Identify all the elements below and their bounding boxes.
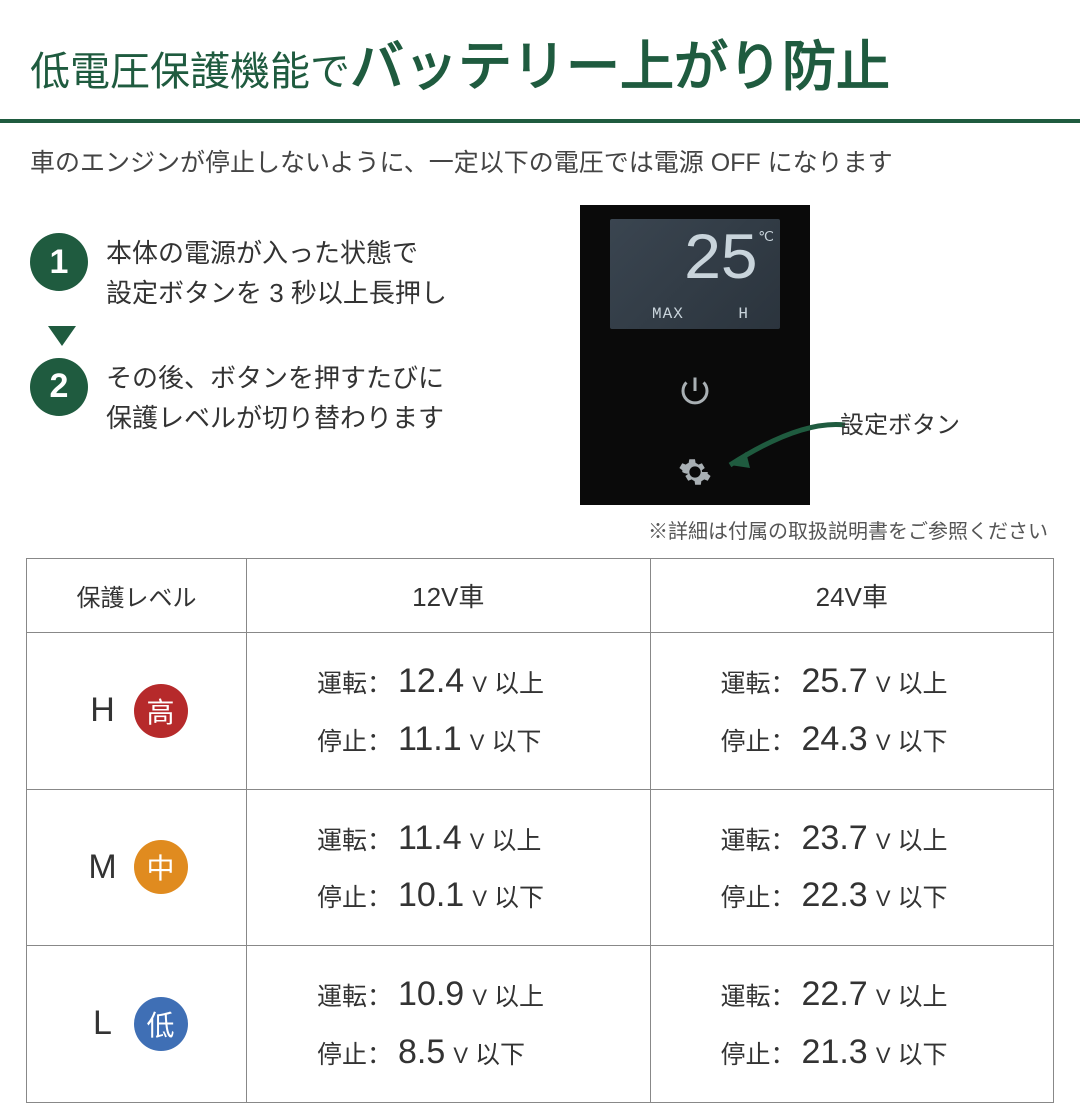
protection-table: 保護レベル 12V車 24V車 H高運転：12.4 V 以上停止：11.1 V … xyxy=(26,558,1054,1103)
stop-line: 停止：24.3 V 以下 xyxy=(651,711,1054,769)
value-cell: 運転：12.4 V 以上停止：11.1 V 以下 xyxy=(247,633,651,790)
level-badge: 高 xyxy=(134,684,188,738)
step-1-badge: 1 xyxy=(30,233,88,291)
level-cell: M中 xyxy=(27,789,247,946)
lcd-unit: ℃ xyxy=(758,229,774,246)
power-icon xyxy=(677,373,713,414)
stop-line: 停止：10.1 V 以下 xyxy=(247,867,650,925)
lcd-max: MAX xyxy=(652,305,684,323)
step-1: 1 本体の電源が入った状態で設定ボタンを 3 秒以上長押し xyxy=(30,233,550,314)
title-small: 低電圧保護機能で xyxy=(30,50,350,94)
stop-line: 停止：11.1 V 以下 xyxy=(247,711,650,769)
gear-icon xyxy=(678,455,712,494)
value-cell: 運転：25.7 V 以上停止：24.3 V 以下 xyxy=(650,633,1054,790)
value-cell: 運転：23.7 V 以上停止：22.3 V 以下 xyxy=(650,789,1054,946)
device-lcd: 25 ℃ MAX H xyxy=(610,219,780,329)
run-line: 運転：25.7 V 以上 xyxy=(651,653,1054,711)
level-cell: L低 xyxy=(27,946,247,1103)
value-cell: 運転：11.4 V 以上停止：10.1 V 以下 xyxy=(247,789,651,946)
lcd-temp: 25 xyxy=(683,223,756,298)
step-1-text: 本体の電源が入った状態で設定ボタンを 3 秒以上長押し xyxy=(106,233,447,314)
device-area: 25 ℃ MAX H 設定ボタン xyxy=(550,205,1050,505)
steps: 1 本体の電源が入った状態で設定ボタンを 3 秒以上長押し 2 その後、ボタンを… xyxy=(30,205,550,438)
th-12v: 12V車 xyxy=(247,559,651,633)
table-row: L低運転：10.9 V 以上停止：8.5 V 以下運転：22.7 V 以上停止：… xyxy=(27,946,1054,1103)
stop-line: 停止：22.3 V 以下 xyxy=(651,867,1054,925)
table-row: M中運転：11.4 V 以上停止：10.1 V 以下運転：23.7 V 以上停止… xyxy=(27,789,1054,946)
level-badge: 中 xyxy=(134,840,188,894)
level-badge: 低 xyxy=(134,997,188,1051)
run-line: 運転：11.4 V 以上 xyxy=(247,810,650,868)
step-2-text: その後、ボタンを押すたびに保護レベルが切り替わります xyxy=(106,358,444,439)
subtitle: 車のエンジンが停止しないように、一定以下の電圧では電源 OFF になります xyxy=(0,123,1080,195)
level-cell: H高 xyxy=(27,633,247,790)
mid-section: 1 本体の電源が入った状態で設定ボタンを 3 秒以上長押し 2 その後、ボタンを… xyxy=(0,195,1080,505)
run-line: 運転：23.7 V 以上 xyxy=(651,810,1054,868)
stop-line: 停止：8.5 V 以下 xyxy=(247,1024,650,1082)
level-letter: M xyxy=(86,848,120,887)
pointer-label: 設定ボタン xyxy=(840,405,960,440)
lcd-h: H xyxy=(738,305,748,323)
value-cell: 運転：10.9 V 以上停止：8.5 V 以下 xyxy=(247,946,651,1103)
step-2-badge: 2 xyxy=(30,358,88,416)
run-line: 運転：22.7 V 以上 xyxy=(651,966,1054,1024)
step-2: 2 その後、ボタンを押すたびに保護レベルが切り替わります xyxy=(30,358,550,439)
level-letter: H xyxy=(86,691,120,730)
title-bar: 低電圧保護機能でバッテリー上がり防止 xyxy=(0,0,1080,123)
run-line: 運転：10.9 V 以上 xyxy=(247,966,650,1024)
manual-note: ※詳細は付属の取扱説明書をご参照ください xyxy=(0,505,1080,558)
stop-line: 停止：21.3 V 以下 xyxy=(651,1024,1054,1082)
th-level: 保護レベル xyxy=(27,559,247,633)
title-large: バッテリー上がり防止 xyxy=(350,37,890,97)
level-letter: L xyxy=(86,1004,120,1043)
run-line: 運転：12.4 V 以上 xyxy=(247,653,650,711)
down-arrow-icon xyxy=(48,326,76,346)
table-row: H高運転：12.4 V 以上停止：11.1 V 以下運転：25.7 V 以上停止… xyxy=(27,633,1054,790)
value-cell: 運転：22.7 V 以上停止：21.3 V 以下 xyxy=(650,946,1054,1103)
th-24v: 24V車 xyxy=(650,559,1054,633)
device-panel: 25 ℃ MAX H xyxy=(580,205,810,505)
